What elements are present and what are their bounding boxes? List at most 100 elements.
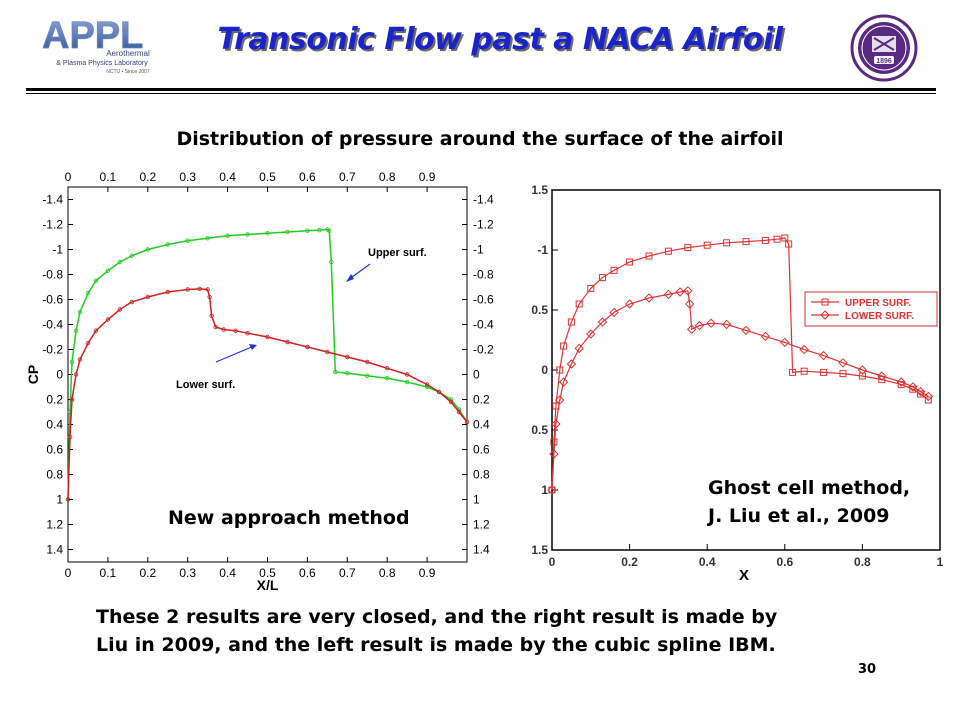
y-tick-label-right: 1.2 bbox=[473, 518, 490, 532]
data-point bbox=[225, 233, 230, 238]
x-tick-label: 0.2 bbox=[621, 555, 638, 569]
data-point-diamond bbox=[818, 350, 829, 361]
y-tick-label: 0.5 bbox=[531, 303, 548, 317]
data-point bbox=[365, 373, 370, 378]
data-point-square bbox=[610, 266, 618, 274]
x-tick-label: 1 bbox=[937, 555, 944, 569]
legend-entry: UPPER SURF. bbox=[845, 298, 911, 309]
data-point-diamond bbox=[644, 293, 654, 303]
ghost-cell-caption: Ghost cell method, J. Liu et al., 2009 bbox=[708, 474, 948, 530]
x-axis-label: X/L bbox=[257, 577, 279, 590]
series-line-1 bbox=[67, 288, 468, 500]
y-tick-label: 0.8 bbox=[46, 468, 63, 482]
data-point bbox=[317, 227, 322, 233]
y-tick-label-right: 0 bbox=[473, 368, 480, 382]
data-point-diamond bbox=[683, 286, 693, 296]
data-point-square bbox=[789, 368, 797, 376]
data-point-square bbox=[664, 247, 672, 255]
plot-frame bbox=[67, 186, 468, 563]
data-point-diamond bbox=[675, 287, 685, 297]
data-point-diamond bbox=[547, 485, 557, 495]
data-point bbox=[85, 291, 91, 296]
slide-number: 30 bbox=[858, 662, 877, 677]
data-point-diamond bbox=[574, 343, 584, 354]
slide-title: Transonic Flow past a NACA Airfoil bbox=[217, 22, 783, 57]
y-tick-label-right: -0.6 bbox=[473, 293, 494, 307]
x-tick-label-top: 0.8 bbox=[379, 170, 396, 184]
data-point-square bbox=[560, 342, 568, 350]
data-point-diamond bbox=[694, 320, 705, 331]
ghost-cell-reference: J. Liu et al., 2009 bbox=[708, 505, 890, 527]
y-tick-label-right: 0.8 bbox=[473, 468, 490, 482]
x-tick-label: 0.2 bbox=[139, 566, 156, 580]
legend-marker-diamond bbox=[820, 310, 830, 320]
y-tick-label-right: 0.2 bbox=[473, 393, 490, 407]
data-point bbox=[197, 286, 202, 292]
lab-logo-line1: Aerothermal bbox=[106, 49, 150, 58]
data-point bbox=[145, 294, 150, 300]
x-tick-label: 0.5 bbox=[259, 566, 276, 580]
data-point bbox=[185, 238, 190, 243]
data-point-diamond bbox=[908, 382, 918, 392]
data-point-diamond bbox=[877, 371, 887, 381]
university-seal-icon: 1896 bbox=[850, 14, 918, 82]
y-tick-label: -1.2 bbox=[42, 218, 63, 232]
annotation-upper-surf: Upper surf. bbox=[368, 247, 427, 259]
ghost-cell-method-label: Ghost cell method, bbox=[708, 477, 911, 499]
method-label: New approach method bbox=[168, 507, 410, 529]
y-tick-label: 1.4 bbox=[46, 543, 63, 557]
legend-entry: LOWER SURF. bbox=[845, 311, 914, 322]
data-point bbox=[73, 372, 79, 377]
data-point-diamond bbox=[923, 391, 934, 402]
x-tick-label-top: 0.3 bbox=[179, 170, 196, 184]
data-point bbox=[185, 287, 190, 292]
y-tick-label: 0 bbox=[541, 363, 548, 377]
data-point-diamond bbox=[686, 324, 697, 334]
data-point bbox=[69, 359, 75, 365]
data-point bbox=[325, 349, 330, 355]
lab-logo-brand: APPL bbox=[42, 16, 143, 57]
data-point bbox=[404, 379, 410, 385]
data-point bbox=[345, 371, 350, 376]
y-tick-label-right: 1 bbox=[473, 493, 480, 507]
data-point-square bbox=[587, 284, 595, 292]
x-tick-label-top: 0.2 bbox=[139, 170, 156, 184]
conclusion-text: These 2 results are very closed, and the… bbox=[96, 606, 778, 656]
y-tick-label: 0.5 bbox=[531, 423, 548, 437]
y-tick-label: 1.5 bbox=[531, 183, 548, 197]
data-point bbox=[456, 409, 462, 415]
y-tick-label: -0.4 bbox=[42, 318, 63, 332]
data-point bbox=[205, 287, 210, 292]
y-tick-label: -0.2 bbox=[42, 343, 63, 357]
y-axis-label: CP bbox=[25, 365, 41, 384]
y-tick-label: -1 bbox=[52, 243, 63, 257]
y-tick-label: 0.4 bbox=[46, 418, 63, 432]
y-tick-label-right: -0.4 bbox=[473, 318, 494, 332]
data-point-diamond bbox=[896, 377, 906, 387]
y-tick-label: 1.2 bbox=[46, 518, 63, 532]
data-point-square bbox=[773, 235, 781, 243]
data-point bbox=[333, 369, 338, 375]
data-point-diamond bbox=[609, 307, 619, 318]
data-point bbox=[385, 366, 390, 371]
x-tick-label-top: 0.5 bbox=[259, 170, 276, 184]
annotation-arrowhead-lower bbox=[249, 344, 257, 350]
data-point-diamond bbox=[551, 419, 561, 429]
y-tick-label: 1 bbox=[541, 483, 548, 497]
data-point bbox=[207, 294, 212, 300]
chart-new-approach-svg: 0 0 0.1 0.1 0.2 0.2 0.3 0.3 0.4 0.4 0.5 0.5 0.6 0.6 0.… bbox=[25, 170, 494, 593]
data-point bbox=[105, 317, 111, 322]
data-point bbox=[165, 289, 170, 295]
data-point-square bbox=[800, 367, 808, 375]
x-tick-label-top: 0.1 bbox=[100, 170, 117, 184]
data-point bbox=[73, 328, 79, 333]
header-rule bbox=[26, 88, 936, 91]
y-tick-label: 0.6 bbox=[46, 443, 63, 457]
data-point bbox=[424, 382, 430, 387]
y-tick-label: -1.4 bbox=[42, 193, 63, 207]
x-tick-label: 0.6 bbox=[776, 555, 793, 569]
data-point bbox=[329, 259, 334, 265]
data-point-diamond bbox=[597, 317, 608, 327]
data-point bbox=[385, 376, 390, 381]
data-point-diamond bbox=[760, 331, 771, 342]
